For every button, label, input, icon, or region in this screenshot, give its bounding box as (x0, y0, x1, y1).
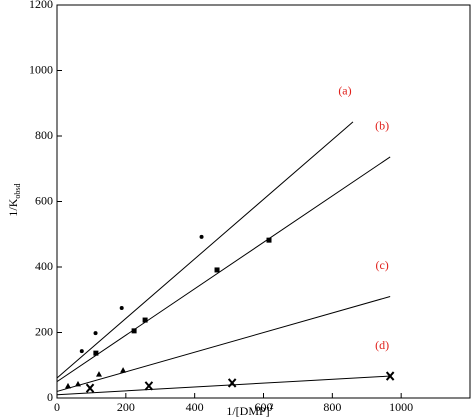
y-tick-label: 400 (35, 259, 53, 273)
point (142, 317, 148, 323)
fit-line (56, 375, 391, 396)
point (95, 371, 102, 377)
y-label-main: 1/K (6, 198, 20, 216)
plot-frame (56, 4, 471, 399)
point (131, 328, 137, 334)
series-label: (b) (375, 119, 389, 133)
x-label-main: 1/[DMP] (226, 404, 269, 418)
point (93, 350, 99, 356)
point (385, 371, 395, 381)
point (120, 367, 127, 373)
y-tick-label: 600 (35, 193, 53, 207)
series-label: (d) (375, 338, 389, 352)
x-tick-label: 600 (255, 400, 273, 414)
y-label-sub: obsd (13, 183, 22, 198)
x-tick-label: 0 (54, 400, 60, 414)
point (93, 331, 98, 336)
fit-line (56, 121, 354, 379)
y-tick-label: 800 (35, 128, 53, 142)
series-label: (a) (338, 84, 351, 98)
point (144, 381, 154, 391)
x-tick-label: 200 (117, 400, 135, 414)
point (79, 349, 84, 354)
x-label-sup: 2 (270, 402, 274, 411)
x-tick-label: 1000 (389, 400, 413, 414)
fit-line (56, 156, 391, 383)
point (119, 305, 124, 310)
y-tick-label: 0 (47, 390, 53, 404)
fit-line (56, 295, 391, 392)
y-tick-label: 1000 (29, 62, 53, 76)
point (227, 378, 237, 388)
series-label: (c) (375, 258, 388, 272)
point (214, 267, 220, 273)
y-tick-label: 200 (35, 324, 53, 338)
y-tick-label: 1200 (29, 0, 53, 11)
point (199, 234, 204, 239)
point (65, 382, 72, 389)
y-axis-label: 1/Kobsd (6, 183, 22, 216)
point (74, 380, 81, 387)
x-tick-label: 800 (323, 400, 341, 414)
point (266, 237, 272, 243)
x-axis-label: 1/[DMP]2 (226, 402, 273, 418)
point (85, 383, 95, 393)
x-tick-label: 400 (186, 400, 204, 414)
